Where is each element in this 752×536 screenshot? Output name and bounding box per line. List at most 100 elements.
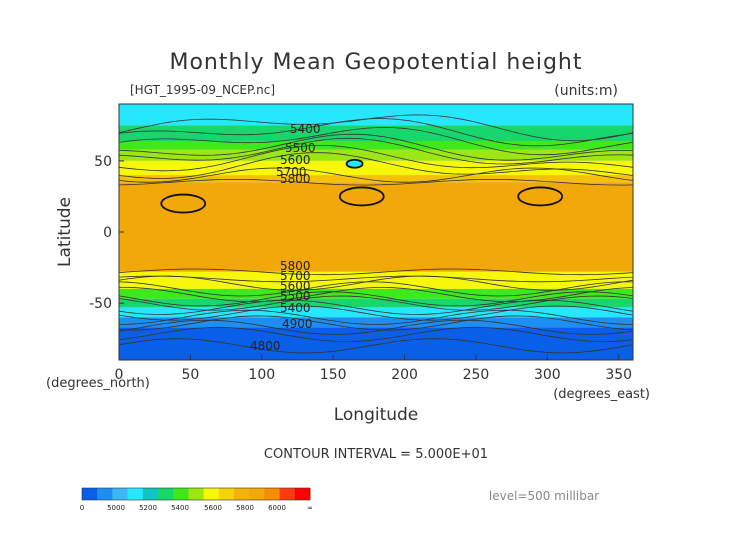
- x-tick-label-6: 300: [534, 367, 561, 383]
- file-label: [HGT_1995-09_NCEP.nc]: [130, 83, 275, 97]
- colorbar-tick-label-2: 5200: [139, 504, 157, 512]
- y-axis-ticks: 50 0 -50: [89, 154, 124, 312]
- contour-line-9: [119, 291, 633, 307]
- colorbar-cell-0: [82, 488, 98, 500]
- color-band-5: [119, 175, 633, 183]
- contour-label-11: 4800: [250, 339, 281, 353]
- colorbar-tick-labels: 0 5000 5200 5400 5600 5800 6000 ∞: [80, 504, 313, 512]
- colorbar-cell-2: [112, 488, 129, 500]
- y-tick-label-1: 0: [103, 225, 112, 241]
- colorbar-tick-label-3: 5400: [171, 504, 189, 512]
- colorbar-cell-5: [158, 488, 174, 500]
- contour-line-1: [119, 126, 633, 156]
- colorbar-cell-14: [294, 488, 311, 500]
- x-tick-label-2: 100: [248, 367, 275, 383]
- x-tick-label-7: 350: [605, 367, 632, 383]
- colorbar-tick-label-0: 0: [80, 504, 84, 512]
- color-band-0: [119, 104, 633, 126]
- contour-line-14: [119, 287, 633, 303]
- contour-interval-label: CONTOUR INTERVAL = 5.000E+01: [264, 447, 488, 462]
- contour-line-8: [119, 281, 633, 297]
- colorbar-cell-9: [218, 488, 235, 500]
- color-band-2: [119, 140, 633, 150]
- contour-line-7: [119, 275, 633, 283]
- colorbar-cell-1: [97, 488, 113, 500]
- colorbar-tick-label-7: ∞: [307, 504, 313, 512]
- x-tick-label-3: 150: [320, 367, 347, 383]
- x-tick-label-1: 50: [181, 367, 199, 383]
- contour-line-4: [119, 167, 633, 183]
- color-band-13: [119, 327, 633, 360]
- colorbar-cell-10: [234, 488, 250, 500]
- colorbar-tick-label-5: 5800: [236, 504, 254, 512]
- contour-label-4: 5800: [280, 172, 311, 186]
- high-contour-1: [338, 186, 385, 207]
- contour-line-18: [119, 326, 633, 342]
- colorbar-tick-label-6: 6000: [268, 504, 286, 512]
- color-band-9: [119, 288, 633, 299]
- level-label: level=500 millibar: [489, 489, 599, 503]
- contour-line-11: [119, 309, 633, 325]
- contour-line-15: [119, 295, 633, 311]
- contour-label-10: 4900: [282, 317, 313, 331]
- colorbar-cell-12: [264, 488, 281, 500]
- contour-label-2: 5600: [280, 153, 311, 167]
- x-unit-label: (degrees_east): [553, 387, 650, 402]
- x-axis-ticks: 0 50 100 150 200 250 300 350: [115, 355, 632, 383]
- color-band-12: [119, 317, 633, 328]
- contour-line-16: [119, 305, 633, 321]
- colorbar-tick-label-1: 5000: [107, 504, 125, 512]
- contour-line-17: [119, 315, 633, 331]
- contour-label-8: 5500: [280, 289, 311, 303]
- contour-line-0: [119, 114, 633, 142]
- x-axis-label: Longitude: [334, 405, 419, 425]
- colorbar-frame: [81, 487, 311, 501]
- contour-line-22: [119, 152, 633, 179]
- contour-label-0: 5400: [290, 122, 321, 136]
- contour-line-5: [119, 179, 633, 186]
- contour-label-3: 5700: [276, 165, 307, 179]
- colorbar-cell-3: [127, 488, 144, 500]
- contour-label-6: 5700: [280, 269, 311, 283]
- contour-line-6: [119, 268, 633, 276]
- high-contour-0: [160, 193, 207, 214]
- plot-area: [119, 104, 633, 360]
- color-band-4: [119, 160, 633, 176]
- units-label: (units:m): [554, 83, 618, 99]
- colorbar-cell-8: [203, 488, 220, 500]
- contour-label-1: 5500: [285, 141, 316, 155]
- contour-label-7: 5600: [280, 279, 311, 293]
- chart-title: Monthly Mean Geopotential height: [169, 50, 582, 75]
- contour-line-2: [119, 133, 633, 161]
- y-unit-label: (degrees_north): [46, 376, 150, 391]
- y-tick-label-0: 50: [94, 154, 112, 170]
- color-band-6: [119, 182, 633, 272]
- contour-line-12: [119, 319, 633, 335]
- y-axis-label: Latitude: [55, 197, 75, 267]
- contour-label-9: 5400: [280, 301, 311, 315]
- high-contour-3: [345, 158, 364, 169]
- contour-line-3: [119, 145, 633, 172]
- color-band-10: [119, 298, 633, 308]
- contour-lines: [119, 114, 633, 354]
- x-tick-label-5: 250: [463, 367, 490, 383]
- contour-label-5: 5800: [280, 259, 311, 273]
- contour-line-13: [119, 275, 633, 291]
- color-band-8: [119, 278, 633, 289]
- colorbar-cell-6: [173, 488, 189, 500]
- colorbar-cell-4: [142, 488, 159, 500]
- contour-line-21: [119, 137, 633, 165]
- x-tick-label-4: 200: [391, 367, 418, 383]
- x-tick-label-0: 0: [115, 367, 124, 383]
- contour-line-20: [119, 118, 633, 147]
- color-band-7: [119, 271, 633, 279]
- color-band-3: [119, 149, 633, 161]
- high-contour-2: [517, 186, 564, 207]
- colorbar-cell-11: [249, 488, 265, 500]
- contour-labels: 5400550056005700580058005700560055005400…: [250, 122, 321, 353]
- color-bands: [119, 104, 633, 360]
- y-tick-label-2: -50: [89, 296, 112, 312]
- colorbar: [81, 487, 311, 501]
